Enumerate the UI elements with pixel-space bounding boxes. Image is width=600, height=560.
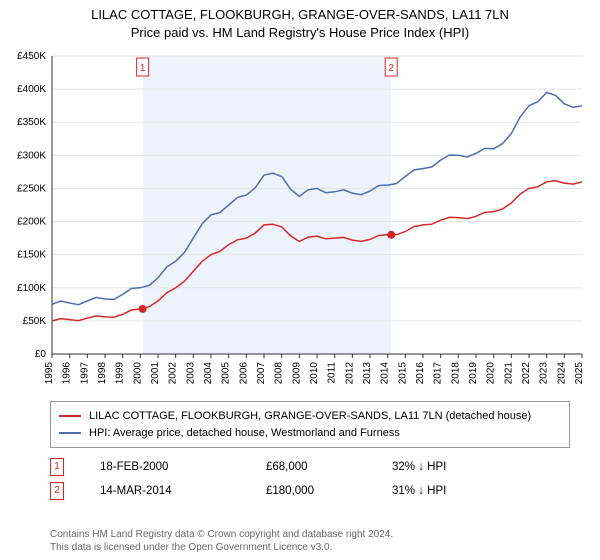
svg-text:£450K: £450K: [17, 51, 46, 62]
svg-text:2016: 2016: [415, 362, 426, 385]
svg-text:2025: 2025: [574, 362, 585, 385]
legend-label: LILAC COTTAGE, FLOOKBURGH, GRANGE-OVER-S…: [89, 408, 531, 425]
title-line-2: Price paid vs. HM Land Registry's House …: [0, 24, 600, 42]
svg-text:1996: 1996: [62, 362, 73, 385]
svg-text:2017: 2017: [433, 362, 444, 385]
attribution-line-1: Contains HM Land Registry data © Crown c…: [50, 528, 393, 541]
legend-item: HPI: Average price, detached house, West…: [59, 425, 561, 442]
svg-text:£200K: £200K: [17, 217, 46, 228]
svg-text:£50K: £50K: [23, 316, 47, 327]
legend-swatch: [59, 432, 81, 434]
svg-text:2004: 2004: [203, 362, 214, 385]
svg-text:£100K: £100K: [17, 283, 46, 294]
svg-text:2014: 2014: [380, 362, 391, 385]
event-price: £68,000: [266, 461, 356, 473]
event-delta: 31% ↓ HPI: [392, 485, 502, 497]
price-chart: £0 £50K £100K £150K £200K £250K £300K £350K £400…: [0, 48, 600, 388]
svg-text:2000: 2000: [132, 362, 143, 385]
svg-text:£300K: £300K: [17, 150, 46, 161]
svg-text:2018: 2018: [450, 362, 461, 385]
svg-text:2007: 2007: [256, 362, 267, 385]
svg-text:£150K: £150K: [17, 250, 46, 261]
svg-text:2023: 2023: [539, 362, 550, 385]
svg-text:2001: 2001: [150, 362, 161, 385]
svg-text:£400K: £400K: [17, 84, 46, 95]
event-row: 2 14-MAR-2014 £180,000 31% ↓ HPI: [50, 479, 502, 503]
event-price: £180,000: [266, 485, 356, 497]
svg-text:2020: 2020: [486, 362, 497, 385]
attribution-line-2: This data is licensed under the Open Gov…: [50, 541, 393, 554]
chart-titles: LILAC COTTAGE, FLOOKBURGH, GRANGE-OVER-S…: [0, 0, 600, 41]
svg-text:2019: 2019: [468, 362, 479, 385]
event-index-box: 1: [50, 458, 64, 476]
legend-item: LILAC COTTAGE, FLOOKBURGH, GRANGE-OVER-S…: [59, 408, 561, 425]
svg-text:2003: 2003: [185, 362, 196, 385]
svg-text:2008: 2008: [274, 362, 285, 385]
svg-text:£0: £0: [35, 349, 47, 360]
event-index-box: 2: [50, 482, 64, 500]
svg-text:2015: 2015: [397, 362, 408, 385]
attribution-text: Contains HM Land Registry data © Crown c…: [50, 528, 393, 554]
svg-text:1998: 1998: [97, 362, 108, 385]
svg-text:1999: 1999: [115, 362, 126, 385]
svg-text:2024: 2024: [556, 362, 567, 385]
svg-text:1995: 1995: [44, 362, 55, 385]
title-line-1: LILAC COTTAGE, FLOOKBURGH, GRANGE-OVER-S…: [0, 6, 600, 24]
svg-text:2013: 2013: [362, 362, 373, 385]
event-date: 18-FEB-2000: [100, 461, 230, 473]
svg-text:2012: 2012: [344, 362, 355, 385]
svg-text:2006: 2006: [238, 362, 249, 385]
svg-text:2002: 2002: [168, 362, 179, 385]
svg-text:1: 1: [140, 63, 146, 74]
legend-swatch: [59, 415, 81, 417]
svg-text:2010: 2010: [309, 362, 320, 385]
svg-text:£350K: £350K: [17, 117, 46, 128]
svg-text:2005: 2005: [221, 362, 232, 385]
svg-text:2011: 2011: [327, 362, 338, 384]
svg-text:£250K: £250K: [17, 183, 46, 194]
svg-text:1997: 1997: [79, 362, 90, 385]
event-delta: 32% ↓ HPI: [392, 461, 502, 473]
svg-text:2009: 2009: [291, 362, 302, 385]
sale-events: 1 18-FEB-2000 £68,000 32% ↓ HPI 2 14-MAR-2014…: [50, 455, 502, 503]
event-row: 1 18-FEB-2000 £68,000 32% ↓ HPI: [50, 455, 502, 479]
chart-legend: LILAC COTTAGE, FLOOKBURGH, GRANGE-OVER-S…: [50, 401, 570, 448]
svg-text:2021: 2021: [503, 362, 514, 385]
event-date: 14-MAR-2014: [100, 485, 230, 497]
svg-text:2022: 2022: [521, 362, 532, 385]
svg-text:2: 2: [388, 63, 394, 74]
legend-label: HPI: Average price, detached house, West…: [89, 425, 400, 442]
